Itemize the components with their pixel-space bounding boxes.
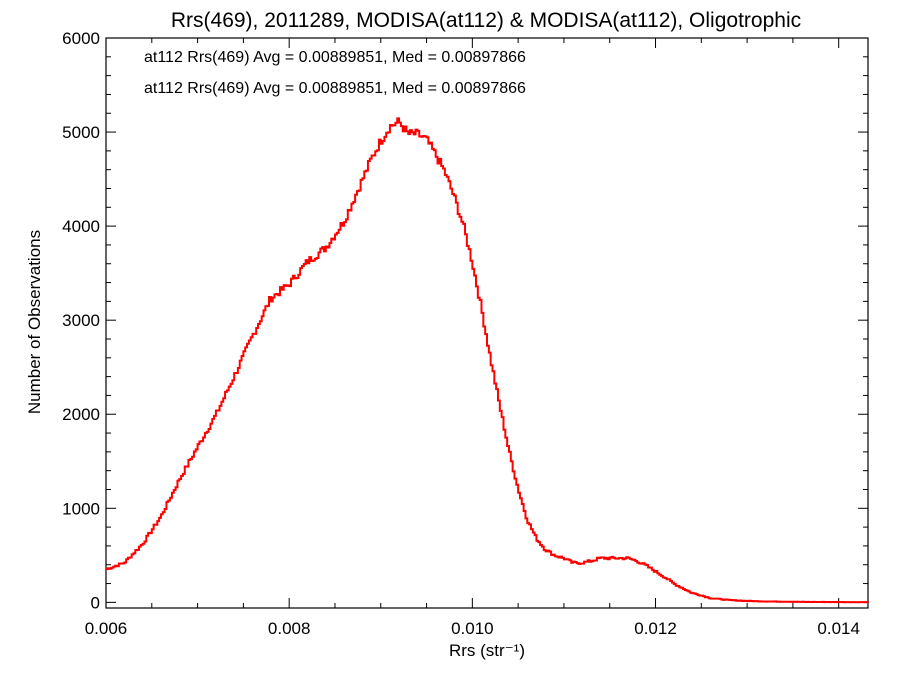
x-tick-label: 0.010: [451, 619, 494, 638]
series-group: [106, 117, 869, 604]
axis-ticks: 0.006 0.008 0.010 0.012 0.014 0 1000 2000 3000 40…: [62, 29, 868, 638]
y-tick-label: 2000: [62, 405, 100, 424]
y-tick-label: 5000: [62, 123, 100, 142]
annotation-red: at112 Rrs(469) Avg = 0.00889851, Med = 0…: [144, 80, 526, 97]
y-tick-label: 4000: [62, 217, 100, 236]
y-tick-label: 1000: [62, 499, 100, 518]
x-axis-label: Rrs (str⁻¹): [449, 641, 525, 660]
x-tick-label: 0.008: [268, 619, 311, 638]
x-tick-label: 0.012: [634, 619, 677, 638]
y-tick-label: 3000: [62, 311, 100, 330]
x-tick-label: 0.006: [85, 619, 128, 638]
y-tick-label: 6000: [62, 29, 100, 48]
y-tick-label: 0: [91, 593, 100, 612]
plot-frame: [105, 37, 869, 609]
series-line-0: [106, 117, 869, 604]
annotation-black: at112 Rrs(469) Avg = 0.00889851, Med = 0…: [144, 49, 526, 66]
x-tick-label: 0.014: [817, 619, 860, 638]
chart-title: Rrs(469), 2011289, MODISA(at112) & MODIS…: [171, 9, 801, 32]
y-axis-label: Number of Observations: [25, 230, 44, 414]
